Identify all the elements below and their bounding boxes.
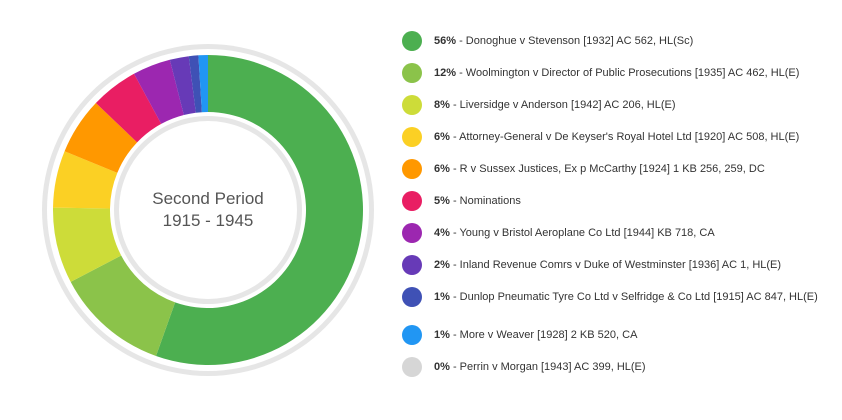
legend-item: 12% - Woolmington v Director of Public P… (402, 63, 832, 83)
legend-item: 8% - Liversidge v Anderson [1942] AC 206… (402, 95, 832, 115)
legend-percent: 2% (434, 259, 450, 271)
legend-percent: 1% (434, 329, 450, 341)
legend-percent: 6% (434, 163, 450, 175)
legend-item: 2% - Inland Revenue Comrs v Duke of West… (402, 255, 832, 275)
legend-swatch (402, 127, 422, 147)
legend-label: 6% - Attorney-General v De Keyser's Roya… (434, 127, 799, 144)
legend-case-name: - More v Weaver [1928] 2 KB 520, CA (449, 329, 638, 341)
legend-item: 5% - Nominations (402, 191, 832, 211)
donut-slice-2 (52, 207, 122, 282)
legend-percent: 1% (434, 291, 450, 303)
donut-slice-9 (198, 55, 208, 113)
legend-label: 2% - Inland Revenue Comrs v Duke of West… (434, 255, 781, 272)
legend-case-name: - Woolmington v Director of Public Prose… (456, 67, 800, 79)
legend-percent: 6% (434, 131, 450, 143)
legend-swatch (402, 325, 422, 345)
legend-label: 56% - Donoghue v Stevenson [1932] AC 562… (434, 31, 693, 48)
donut-slice-5 (95, 73, 162, 143)
donut-chart: Second Period 1915 - 1945 (40, 42, 376, 378)
donut-slice-0 (155, 55, 363, 365)
legend-percent: 5% (434, 195, 450, 207)
legend-percent: 8% (434, 99, 450, 111)
legend-label: 6% - R v Sussex Justices, Ex p McCarthy … (434, 159, 765, 176)
legend-label: 1% - More v Weaver [1928] 2 KB 520, CA (434, 325, 637, 342)
legend-item: 1% - Dunlop Pneumatic Tyre Co Ltd v Self… (402, 287, 832, 307)
legend-swatch (402, 357, 422, 377)
legend-item: 56% - Donoghue v Stevenson [1932] AC 562… (402, 31, 832, 51)
legend-swatch (402, 159, 422, 179)
donut-slice-8 (188, 55, 202, 113)
legend-percent: 0% (434, 361, 450, 373)
legend-percent: 4% (434, 227, 450, 239)
legend-case-name: - Dunlop Pneumatic Tyre Co Ltd v Selfrid… (449, 291, 818, 303)
legend-label: 1% - Dunlop Pneumatic Tyre Co Ltd v Self… (434, 287, 818, 304)
donut-slice-4 (64, 102, 138, 173)
legend-case-name: - Young v Bristol Aeroplane Co Ltd [1944… (449, 227, 715, 239)
legend-item: 4% - Young v Bristol Aeroplane Co Ltd [1… (402, 223, 832, 243)
legend-label: 12% - Woolmington v Director of Public P… (434, 63, 799, 80)
legend-case-name: - Donoghue v Stevenson [1932] AC 562, HL… (456, 35, 694, 47)
legend-case-name: - Inland Revenue Comrs v Duke of Westmin… (449, 259, 782, 271)
legend-case-name: - Nominations (449, 195, 521, 207)
legend-percent: 12% (434, 67, 457, 79)
donut-hole (119, 121, 297, 299)
legend-label: 0% - Perrin v Morgan [1943] AC 399, HL(E… (434, 357, 646, 374)
legend-label: 8% - Liversidge v Anderson [1942] AC 206… (434, 95, 676, 112)
legend-case-name: - R v Sussex Justices, Ex p McCarthy [19… (449, 163, 765, 175)
donut-slice-1 (70, 255, 176, 357)
legend-swatch (402, 191, 422, 211)
legend-item: 6% - Attorney-General v De Keyser's Roya… (402, 127, 832, 147)
donut-slice-6 (134, 59, 184, 124)
legend-case-name: - Attorney-General v De Keyser's Royal H… (449, 131, 800, 143)
legend-swatch (402, 223, 422, 243)
legend-case-name: - Liversidge v Anderson [1942] AC 206, H… (449, 99, 676, 111)
legend-label: 5% - Nominations (434, 191, 521, 208)
legend-item: 0% - Perrin v Morgan [1943] AC 399, HL(E… (402, 357, 832, 377)
legend-case-name: - Perrin v Morgan [1943] AC 399, HL(E) (449, 361, 646, 373)
donut-slice-3 (53, 151, 118, 209)
legend-item: 6% - R v Sussex Justices, Ex p McCarthy … (402, 159, 832, 179)
legend-swatch (402, 95, 422, 115)
legend-label: 4% - Young v Bristol Aeroplane Co Ltd [1… (434, 223, 715, 240)
donut-chart-svg (42, 44, 374, 376)
donut-slice-7 (169, 56, 196, 116)
legend-percent: 56% (434, 35, 457, 47)
legend-item: 1% - More v Weaver [1928] 2 KB 520, CA (402, 325, 832, 345)
legend-swatch (402, 255, 422, 275)
legend-swatch (402, 287, 422, 307)
legend-swatch (402, 31, 422, 51)
legend-swatch (402, 63, 422, 83)
